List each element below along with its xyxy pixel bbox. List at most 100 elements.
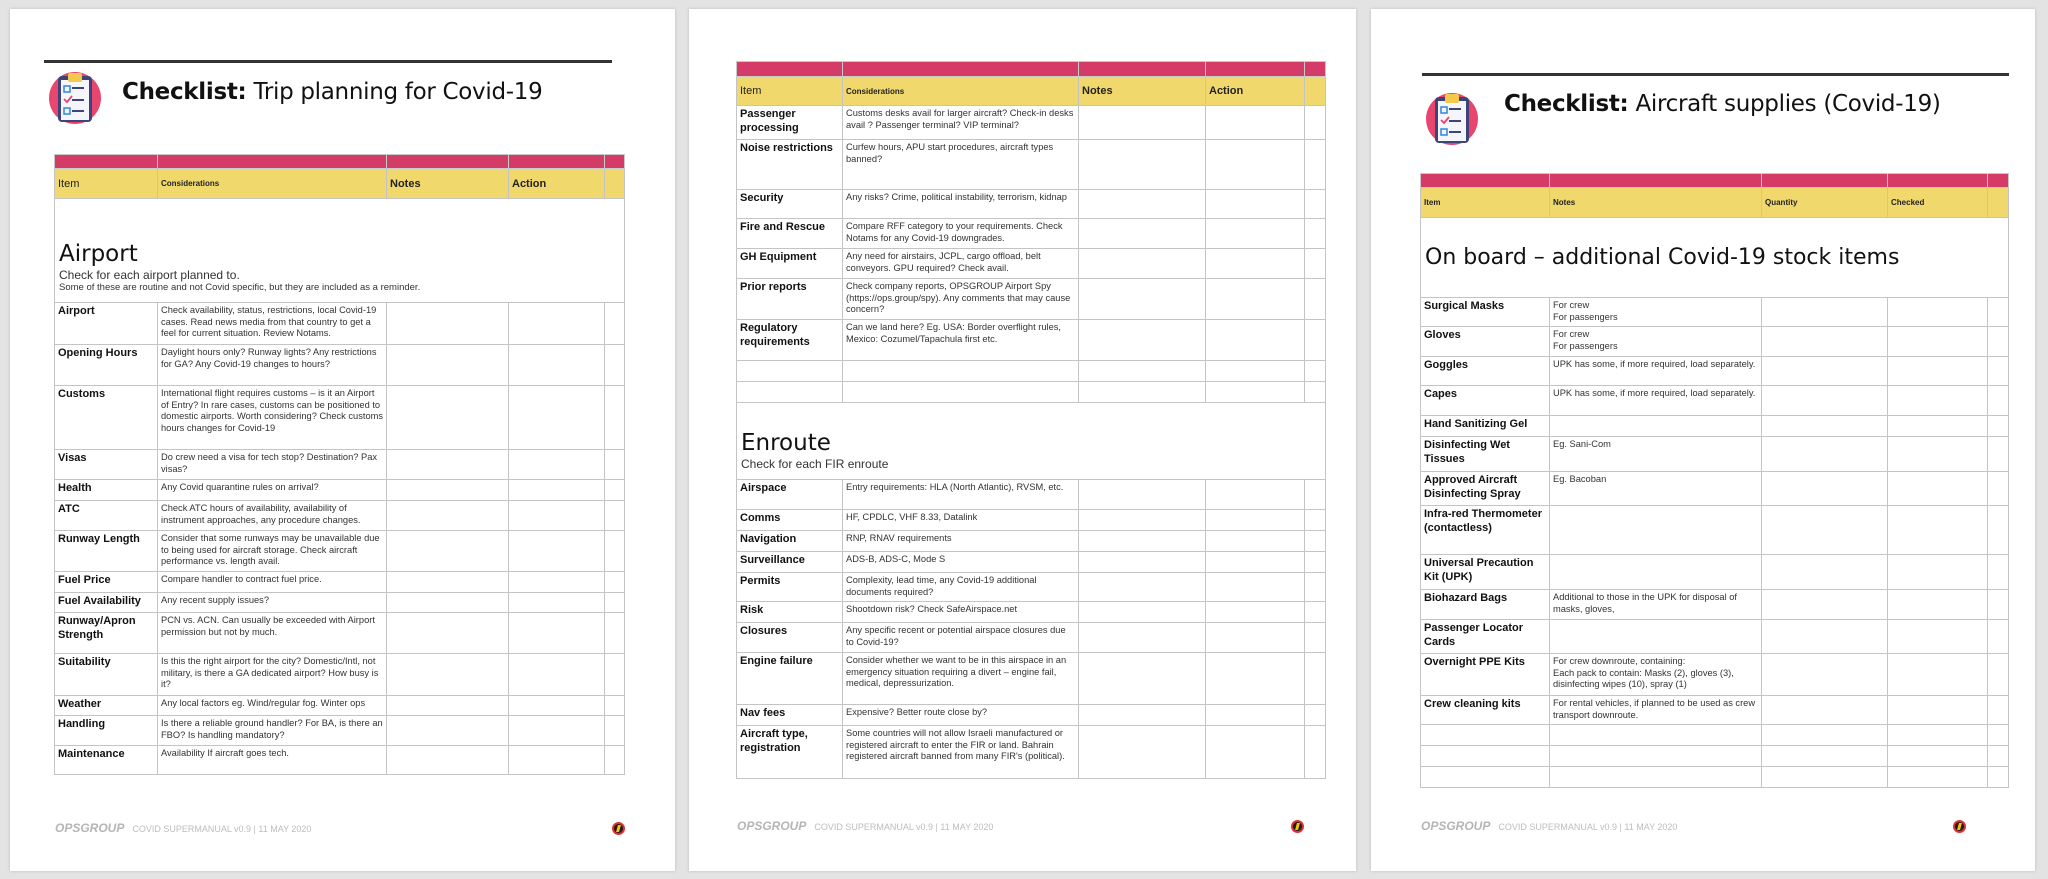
extra-cell[interactable]	[1987, 554, 2009, 590]
action-cell[interactable]	[508, 695, 605, 716]
action-cell[interactable]	[1205, 601, 1305, 623]
checked-cell[interactable]	[1887, 766, 1988, 788]
extra-cell[interactable]	[1304, 248, 1326, 279]
notes-cell[interactable]	[386, 653, 509, 696]
action-cell[interactable]	[1205, 704, 1305, 726]
checked-cell[interactable]	[1887, 695, 1988, 725]
action-cell[interactable]	[508, 500, 605, 531]
action-cell[interactable]	[1205, 248, 1305, 279]
action-cell[interactable]	[1205, 278, 1305, 320]
checked-cell[interactable]	[1887, 415, 1988, 437]
notes-cell[interactable]	[386, 479, 509, 501]
action-cell[interactable]	[1205, 479, 1305, 510]
action-cell[interactable]	[508, 449, 605, 480]
notes-cell[interactable]	[386, 302, 509, 345]
extra-cell[interactable]	[1987, 436, 2009, 472]
extra-cell[interactable]	[1304, 551, 1326, 573]
action-cell[interactable]	[508, 592, 605, 613]
notes-cell[interactable]	[386, 385, 509, 450]
quantity-cell[interactable]	[1761, 356, 1888, 386]
extra-cell[interactable]	[1987, 471, 2009, 506]
extra-cell[interactable]	[1304, 601, 1326, 623]
quantity-cell[interactable]	[1761, 653, 1888, 696]
extra-cell[interactable]	[1304, 189, 1326, 219]
action-cell[interactable]	[1205, 725, 1305, 779]
quantity-cell[interactable]	[1761, 745, 1888, 767]
extra-cell[interactable]	[1304, 725, 1326, 779]
extra-cell[interactable]	[1987, 589, 2009, 620]
checked-cell[interactable]	[1887, 471, 1988, 506]
quantity-cell[interactable]	[1761, 415, 1888, 437]
extra-cell[interactable]	[1987, 356, 2009, 386]
action-cell[interactable]	[1205, 218, 1305, 249]
checked-cell[interactable]	[1887, 589, 1988, 620]
action-cell[interactable]	[1205, 189, 1305, 219]
quantity-cell[interactable]	[1761, 589, 1888, 620]
extra-cell[interactable]	[1304, 530, 1326, 552]
extra-cell[interactable]	[604, 302, 625, 345]
extra-cell[interactable]	[1304, 360, 1326, 382]
notes-cell[interactable]	[386, 500, 509, 531]
extra-cell[interactable]	[604, 653, 625, 696]
extra-cell[interactable]	[1304, 218, 1326, 249]
checked-cell[interactable]	[1887, 619, 1988, 654]
extra-cell[interactable]	[1304, 105, 1326, 140]
action-cell[interactable]	[1205, 139, 1305, 190]
checked-cell[interactable]	[1887, 745, 1988, 767]
quantity-cell[interactable]	[1761, 471, 1888, 506]
notes-cell[interactable]	[386, 592, 509, 613]
notes-cell[interactable]	[1078, 601, 1206, 623]
notes-cell[interactable]	[1078, 381, 1206, 403]
quantity-cell[interactable]	[1761, 297, 1888, 327]
extra-cell[interactable]	[1304, 139, 1326, 190]
notes-cell[interactable]	[1078, 360, 1206, 382]
action-cell[interactable]	[508, 571, 605, 593]
extra-cell[interactable]	[604, 715, 625, 746]
action-cell[interactable]	[508, 302, 605, 345]
extra-cell[interactable]	[604, 745, 625, 775]
checked-cell[interactable]	[1887, 297, 1988, 327]
notes-cell[interactable]	[1078, 218, 1206, 249]
notes-cell[interactable]	[1078, 572, 1206, 602]
notes-cell[interactable]	[1078, 139, 1206, 190]
extra-cell[interactable]	[1987, 297, 2009, 327]
quantity-cell[interactable]	[1761, 554, 1888, 590]
extra-cell[interactable]	[1304, 479, 1326, 510]
extra-cell[interactable]	[604, 530, 625, 572]
quantity-cell[interactable]	[1761, 695, 1888, 725]
extra-cell[interactable]	[1304, 652, 1326, 705]
quantity-cell[interactable]	[1761, 505, 1888, 555]
extra-cell[interactable]	[604, 500, 625, 531]
quantity-cell[interactable]	[1761, 436, 1888, 472]
notes-cell[interactable]	[386, 571, 509, 593]
notes-cell[interactable]	[1078, 509, 1206, 531]
notes-cell[interactable]	[386, 715, 509, 746]
notes-cell[interactable]	[1078, 278, 1206, 320]
action-cell[interactable]	[1205, 572, 1305, 602]
action-cell[interactable]	[1205, 509, 1305, 531]
extra-cell[interactable]	[604, 592, 625, 613]
checked-cell[interactable]	[1887, 554, 1988, 590]
action-cell[interactable]	[1205, 622, 1305, 653]
notes-cell[interactable]	[1078, 189, 1206, 219]
action-cell[interactable]	[1205, 381, 1305, 403]
extra-cell[interactable]	[604, 344, 625, 386]
action-cell[interactable]	[508, 745, 605, 775]
extra-cell[interactable]	[1304, 622, 1326, 653]
notes-cell[interactable]	[1078, 704, 1206, 726]
action-cell[interactable]	[1205, 105, 1305, 140]
action-cell[interactable]	[508, 715, 605, 746]
quantity-cell[interactable]	[1761, 724, 1888, 746]
action-cell[interactable]	[1205, 551, 1305, 573]
notes-cell[interactable]	[1078, 105, 1206, 140]
notes-cell[interactable]	[386, 612, 509, 654]
notes-cell[interactable]	[1078, 652, 1206, 705]
notes-cell[interactable]	[386, 449, 509, 480]
notes-cell[interactable]	[1078, 319, 1206, 361]
notes-cell[interactable]	[1078, 479, 1206, 510]
extra-cell[interactable]	[1304, 278, 1326, 320]
quantity-cell[interactable]	[1761, 385, 1888, 416]
action-cell[interactable]	[508, 612, 605, 654]
extra-cell[interactable]	[1987, 653, 2009, 696]
extra-cell[interactable]	[604, 571, 625, 593]
